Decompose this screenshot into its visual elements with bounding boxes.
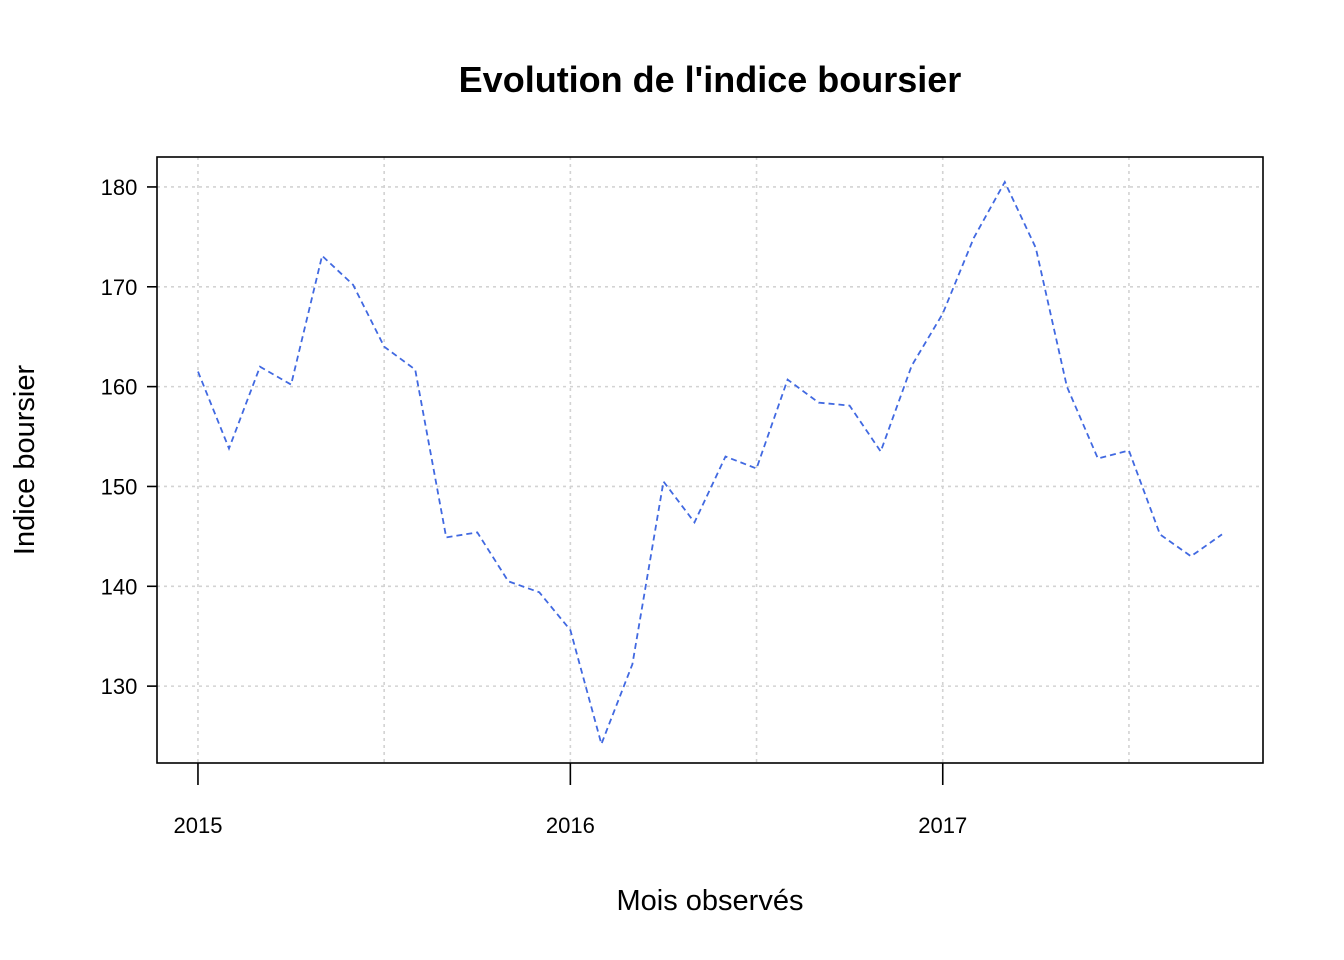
- x-axis: 2015 2016 2017: [173, 763, 967, 838]
- y-tick-label: 150: [101, 474, 138, 499]
- series-layer: [197, 180, 1223, 747]
- x-axis-label: Mois observés: [617, 885, 804, 917]
- y-tick-label: 180: [101, 175, 138, 200]
- y-tick-label: 160: [101, 375, 138, 400]
- x-tick-label: 2016: [546, 813, 595, 838]
- y-axis: 130 140 150 160 170 180: [101, 175, 157, 699]
- y-tick-label: 170: [101, 275, 138, 300]
- series-line-0: [197, 180, 1223, 747]
- x-tick-label: 2015: [173, 813, 222, 838]
- plot-frame: [156, 156, 1264, 764]
- chart-title: Evolution de l'indice boursier: [459, 59, 962, 100]
- y-axis-label: Indice boursier: [9, 365, 41, 556]
- grid-lines: [157, 157, 1263, 763]
- y-tick-label: 140: [101, 574, 138, 599]
- x-tick-label: 2017: [918, 813, 967, 838]
- y-tick-label: 130: [101, 674, 138, 699]
